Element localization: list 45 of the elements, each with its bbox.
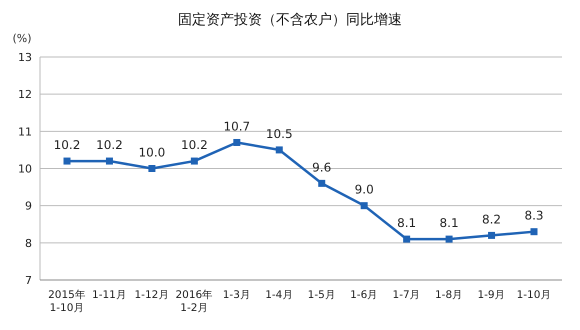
data-label: 9.0 [354,182,374,197]
data-label: 10.2 [96,138,123,152]
y-tick-label: 10 [18,162,32,176]
x-tick-label: 1-8月 [435,289,464,301]
y-tick-label: 7 [25,274,32,287]
point [488,232,496,239]
y-tick-label: 13 [18,51,32,64]
point [233,138,240,146]
data-label: 10.2 [54,138,80,152]
data-label: 8.2 [482,212,502,226]
point [530,228,538,236]
x-tick-label: 2016年 1-2月 [175,289,214,314]
point [190,158,198,165]
x-tick-label: 1-4月 [265,289,294,301]
data-label: 10.0 [138,146,166,160]
y-tick-label: 8 [25,236,32,250]
x-tick-label: 2015年 1-10月 [48,289,86,314]
x-tick-label: 1-6月 [350,289,378,301]
data-label: 9.6 [312,160,332,174]
data-label: 10.2 [181,138,208,152]
point [318,180,326,187]
x-tick-label: 1-3月 [222,289,251,301]
data-label: 8.1 [397,216,416,230]
x-tick-label: 1-9月 [477,289,506,301]
x-tick-label: 1-7月 [392,289,421,301]
x-tick-label: 1-10月 [516,289,552,301]
point [276,146,283,154]
y-tick-label: 9 [25,200,32,213]
point [403,236,410,243]
point [106,158,113,165]
data-label: 8.3 [524,208,544,223]
y-axis-title: (%) [12,32,32,45]
y-tick-label: 12 [18,88,32,102]
x-tick-label: 1-5月 [308,289,336,301]
data-label: 8.1 [440,216,459,230]
point [446,236,453,243]
point [148,165,156,172]
data-label: 10.5 [266,126,293,141]
point [64,158,70,165]
x-tick-label: 1-12月 [134,289,170,301]
point [360,202,368,210]
y-tick-label: 11 [18,125,32,138]
x-tick-label: 1-11月 [92,289,127,301]
chart-title: 固定资产投资（不含农户）同比增速 [178,12,402,28]
data-label: 10.7 [223,119,250,134]
